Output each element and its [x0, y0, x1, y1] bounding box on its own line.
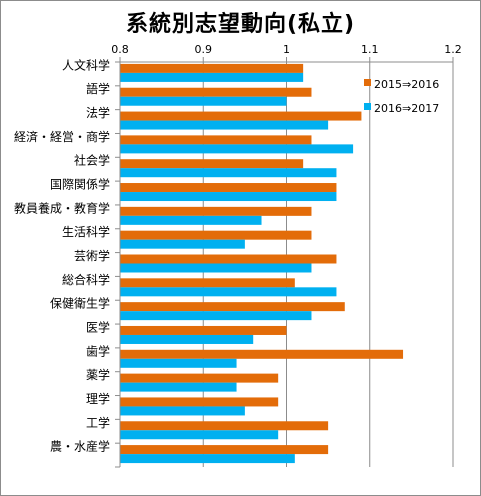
bar — [120, 397, 279, 407]
x-tick-label: 1.2 — [444, 43, 462, 56]
x-tick-label: 1 — [283, 43, 290, 56]
bar — [120, 168, 337, 178]
bar — [120, 87, 312, 97]
bar — [120, 63, 304, 73]
bar — [120, 215, 262, 225]
bar — [120, 144, 354, 154]
bar — [120, 311, 312, 321]
bar — [120, 278, 295, 288]
category-label: 教員養成・教育学 — [14, 200, 110, 215]
bar — [120, 358, 237, 368]
bar — [120, 72, 304, 82]
bar — [120, 302, 345, 312]
category-label: 語学 — [86, 81, 110, 96]
category-label: 生活科学 — [62, 224, 110, 239]
bar — [120, 373, 279, 383]
bar — [120, 421, 329, 431]
legend-label: 2015⇒2016 — [374, 78, 439, 91]
category-label: 薬学 — [86, 367, 110, 382]
category-label: 理学 — [86, 391, 110, 406]
legend-swatch — [364, 79, 371, 86]
bar — [120, 111, 362, 121]
category-label: 国際関係学 — [50, 177, 110, 192]
category-label: 農・水産学 — [50, 439, 110, 454]
chart-title: 系統別志望動向(私立) — [125, 12, 356, 37]
bar — [120, 382, 237, 392]
bar — [120, 206, 312, 216]
category-label: 保健衛生学 — [50, 296, 110, 311]
category-label: 経済・経営・商学 — [14, 129, 110, 144]
x-tick-label: 1.1 — [361, 43, 379, 56]
bar — [120, 120, 329, 130]
legend-swatch — [364, 103, 371, 110]
bar — [120, 263, 312, 273]
bar — [120, 254, 337, 264]
bar — [120, 334, 254, 344]
category-label: 総合科学 — [62, 272, 110, 287]
bar — [120, 135, 312, 145]
bar — [120, 445, 329, 455]
bar — [120, 349, 404, 359]
category-label: 工学 — [86, 415, 110, 430]
category-label: 法学 — [86, 105, 110, 120]
x-tick-label: 0.9 — [195, 43, 213, 56]
bar — [120, 96, 287, 106]
bar — [120, 192, 337, 202]
category-label: 人文科学 — [62, 57, 110, 72]
legend-label: 2016⇒2017 — [374, 102, 439, 115]
bar — [120, 406, 245, 416]
bar — [120, 159, 304, 169]
bar — [120, 230, 312, 240]
bar — [120, 454, 295, 464]
category-label: 社会学 — [74, 153, 110, 168]
category-label: 医学 — [86, 319, 110, 334]
bar — [120, 430, 279, 440]
x-tick-label: 0.8 — [111, 43, 129, 56]
category-label: 歯学 — [86, 343, 110, 358]
bar — [120, 239, 245, 249]
category-label: 芸術学 — [74, 248, 110, 263]
bar — [120, 325, 287, 335]
bar — [120, 287, 337, 297]
bar — [120, 183, 337, 193]
